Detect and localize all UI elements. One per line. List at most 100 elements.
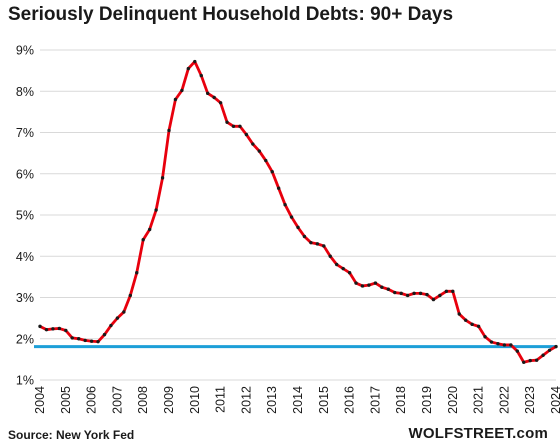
x-tick-label: 2016 xyxy=(343,386,357,414)
y-tick-label: 6% xyxy=(16,167,34,181)
x-tick-label: 2008 xyxy=(136,386,150,414)
data-point xyxy=(405,293,410,298)
data-point xyxy=(276,186,281,190)
data-point xyxy=(96,339,100,344)
data-point xyxy=(244,132,249,137)
data-point xyxy=(335,262,339,267)
data-point xyxy=(180,88,184,93)
data-point xyxy=(393,290,397,295)
data-point xyxy=(522,360,526,364)
x-tick-label: 2020 xyxy=(446,386,460,414)
data-point xyxy=(360,284,365,288)
data-point xyxy=(193,59,197,64)
x-tick-label: 2011 xyxy=(214,386,228,413)
data-point xyxy=(218,101,223,105)
data-point xyxy=(341,266,345,271)
data-point xyxy=(554,344,558,349)
data-point xyxy=(431,297,436,302)
data-point xyxy=(70,336,74,340)
data-point xyxy=(89,339,94,343)
data-point xyxy=(496,342,500,346)
data-point xyxy=(283,202,287,207)
y-tick-label: 5% xyxy=(16,209,34,223)
data-point xyxy=(489,340,494,344)
data-point xyxy=(225,120,229,124)
data-point xyxy=(425,292,429,297)
y-tick-label: 9% xyxy=(16,44,34,58)
data-point xyxy=(257,149,261,153)
data-point xyxy=(373,281,378,285)
data-point xyxy=(302,234,307,239)
data-point xyxy=(347,271,352,275)
data-point xyxy=(322,244,326,248)
data-point xyxy=(186,66,191,71)
data-point xyxy=(483,334,487,339)
data-point xyxy=(328,254,332,258)
data-point xyxy=(115,316,120,320)
data-point xyxy=(509,343,513,347)
data-point xyxy=(289,215,294,219)
data-point xyxy=(534,358,539,362)
data-point xyxy=(515,349,519,353)
x-tick-label: 2015 xyxy=(317,386,331,414)
data-point xyxy=(367,283,371,287)
data-point xyxy=(173,97,178,102)
watermark-logo: WOLFSTREET.com xyxy=(408,425,548,442)
x-tick-label: 2006 xyxy=(85,386,99,414)
data-point xyxy=(231,124,236,129)
data-point xyxy=(51,327,55,331)
x-tick-label: 2023 xyxy=(523,386,537,414)
data-point xyxy=(238,124,242,129)
data-point xyxy=(83,338,87,343)
data-point xyxy=(167,128,171,133)
data-point xyxy=(147,227,152,232)
data-point xyxy=(502,343,507,347)
x-tick-label: 2018 xyxy=(394,386,408,414)
x-tick-label: 2024 xyxy=(549,386,560,414)
data-point xyxy=(418,291,423,296)
data-point xyxy=(135,271,139,275)
data-point xyxy=(457,312,461,316)
series-group xyxy=(38,59,558,364)
data-point xyxy=(547,348,552,352)
x-tick-label: 2009 xyxy=(162,386,176,414)
data-point xyxy=(451,289,455,294)
data-point xyxy=(309,240,313,245)
data-point xyxy=(412,291,416,296)
x-tick-label: 2004 xyxy=(33,386,47,414)
data-point xyxy=(57,326,62,331)
x-tick-label: 2010 xyxy=(188,386,202,414)
y-tick-label: 3% xyxy=(16,291,34,305)
data-point xyxy=(444,289,449,294)
x-tick-label: 2021 xyxy=(472,386,486,414)
data-point xyxy=(264,158,268,163)
y-tick-label: 2% xyxy=(16,332,34,346)
data-point xyxy=(270,169,274,174)
y-axis-tick-labels: 1% 2% 3% 4% 5% 6% 7% 8% 9% xyxy=(16,44,34,388)
x-tick-label: 2022 xyxy=(497,386,511,414)
data-point xyxy=(354,281,358,285)
y-tick-label: 7% xyxy=(16,126,34,140)
data-point xyxy=(122,310,126,314)
data-point xyxy=(141,238,145,242)
data-point xyxy=(476,324,481,329)
data-point xyxy=(438,293,442,298)
data-point xyxy=(212,95,216,100)
data-point xyxy=(399,291,403,296)
data-point xyxy=(109,323,113,328)
data-point xyxy=(541,353,545,357)
data-point xyxy=(199,73,203,78)
data-point xyxy=(470,322,474,327)
x-tick-label: 2012 xyxy=(239,386,253,414)
data-point xyxy=(64,328,68,333)
x-tick-label: 2013 xyxy=(265,386,279,414)
data-point xyxy=(77,337,81,341)
source-note: Source: New York Fed xyxy=(8,428,135,442)
x-tick-label: 2014 xyxy=(291,386,305,414)
chart-title: Seriously Delinquent Household Debts: 90… xyxy=(8,4,454,25)
data-point xyxy=(102,332,107,337)
x-axis-tick-labels: 2004 2005 2006 2007 2008 2009 2010 2011 2012 2013… xyxy=(33,386,560,414)
y-tick-label: 8% xyxy=(16,85,34,99)
data-point xyxy=(44,327,49,332)
y-tick-label: 4% xyxy=(16,250,34,264)
